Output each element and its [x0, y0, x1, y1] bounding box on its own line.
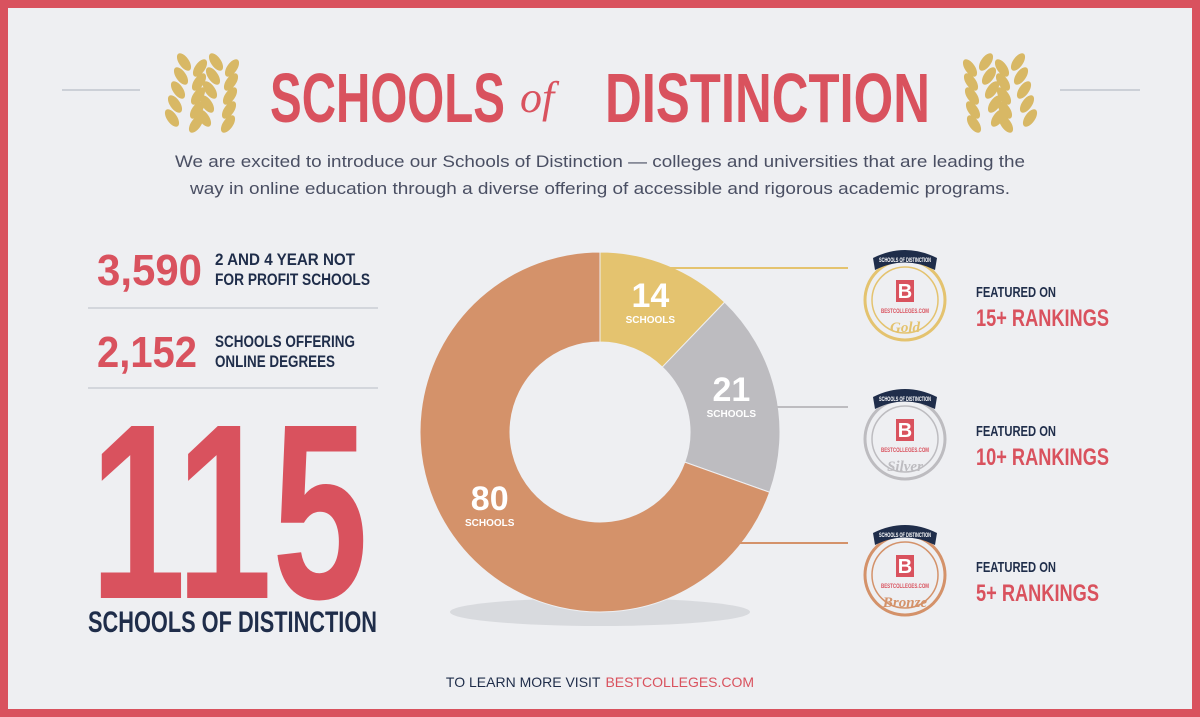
- badge-ribbon-text: SCHOOLS OF DISTINCTION: [879, 397, 931, 403]
- laurel-leaf: [963, 73, 979, 91]
- footer-text: TO LEARN MORE VISIT: [446, 674, 601, 690]
- laurel-leaf: [1010, 53, 1026, 71]
- donut-slice: [661, 301, 781, 493]
- laurel-leaf: [196, 109, 212, 127]
- rankings: 5+ RANKINGS: [976, 580, 1099, 607]
- laurel-leaf: [176, 53, 192, 71]
- rankings: 15+ RANKINGS: [976, 305, 1109, 332]
- laurel-leaf: [981, 67, 997, 85]
- laurel-leaf: [189, 101, 205, 119]
- donut-slice: [419, 251, 771, 613]
- laurel-leaf: [998, 115, 1014, 133]
- laurel-leaf: [987, 95, 1003, 113]
- laurel-leaf: [984, 81, 1000, 99]
- laurel-leaf: [995, 73, 1011, 91]
- featured-on: FEATURED ON: [976, 559, 1056, 576]
- title: SCHOOLS: [270, 59, 505, 137]
- laurel-leaf: [1016, 81, 1032, 99]
- badge-site: BESTCOLLEGES.COM: [881, 448, 929, 454]
- laurel-leaf: [1019, 95, 1035, 113]
- title: of: [520, 73, 560, 122]
- laurel-leaf: [191, 73, 207, 91]
- title: DISTINCTION: [605, 59, 930, 137]
- badge-letter-bg: [896, 280, 914, 302]
- laurel-leaf: [167, 95, 183, 113]
- slice-value: 14: [631, 277, 669, 315]
- rankings: 10+ RANKINGS: [976, 444, 1109, 471]
- badge-ribbon: [873, 525, 937, 545]
- laurel-leaf: [966, 115, 982, 133]
- badge-ribbon: [873, 389, 937, 409]
- total-label: SCHOOLS OF DISTINCTION: [88, 606, 377, 639]
- laurel-leaf: [202, 81, 218, 99]
- total-value: 115: [90, 372, 368, 651]
- badges: SCHOOLS OF DISTINCTION B BESTCOLLEGES.COM G…: [644, 250, 1109, 617]
- slice-value: 80: [471, 480, 509, 518]
- slice-unit: SCHOOLS: [707, 409, 757, 420]
- laurel-leaf: [965, 101, 981, 119]
- laurel-leaf: [199, 95, 215, 113]
- badge-letter: B: [898, 556, 912, 578]
- featured-on: FEATURED ON: [976, 423, 1056, 440]
- laurel-leaf: [190, 87, 206, 105]
- laurel-leaf: [208, 53, 224, 71]
- laurel-leaf: [164, 109, 180, 127]
- intro: way in online education through a divers…: [189, 179, 1010, 198]
- laurel-leaf: [994, 59, 1010, 77]
- footer: TO LEARN MORE VISIT BESTCOLLEGES.COM: [446, 674, 754, 690]
- stat-label: SCHOOLS OFFERING: [215, 332, 355, 351]
- footer-link[interactable]: BESTCOLLEGES.COM: [605, 674, 754, 690]
- laurels: [164, 53, 1038, 133]
- stat-value: 3,590: [97, 246, 202, 295]
- intro: We are excited to introduce our Schools …: [175, 152, 1025, 171]
- stat-label: FOR PROFIT SCHOOLS: [215, 270, 370, 289]
- laurel-leaf: [962, 59, 978, 77]
- badge-tier: Silver: [887, 459, 923, 475]
- stat-label: 2 AND 4 YEAR NOT: [215, 250, 356, 269]
- laurel-leaf: [220, 115, 236, 133]
- badge-ribbon-text: SCHOOLS OF DISTINCTION: [879, 258, 931, 264]
- slice-value: 21: [712, 371, 750, 409]
- slice-unit: SCHOOLS: [465, 518, 515, 529]
- stat-value: 2,152: [97, 328, 197, 377]
- laurel-leaf: [996, 87, 1012, 105]
- slice-unit: SCHOOLS: [626, 315, 676, 326]
- badge-letter-bg: [896, 419, 914, 441]
- laurel-leaf: [223, 73, 239, 91]
- laurel-leaf: [205, 67, 221, 85]
- badge-letter: B: [898, 281, 912, 303]
- laurel-leaf: [221, 101, 237, 119]
- badge-ribbon: [873, 250, 937, 270]
- badge-tier: Gold: [890, 320, 921, 336]
- laurel-leaf: [173, 67, 189, 85]
- laurel-leaf: [224, 59, 240, 77]
- badge-site: BESTCOLLEGES.COM: [881, 584, 929, 590]
- badge-site: BESTCOLLEGES.COM: [881, 309, 929, 315]
- badge-tier: Bronze: [882, 595, 928, 611]
- laurel-leaf: [997, 101, 1013, 119]
- badge-letter-bg: [896, 555, 914, 577]
- badge-letter: B: [898, 420, 912, 442]
- laurel-leaf: [222, 87, 238, 105]
- badge-ribbon-text: SCHOOLS OF DISTINCTION: [879, 533, 931, 539]
- laurel-leaf: [170, 81, 186, 99]
- laurel-leaf: [1013, 67, 1029, 85]
- stat-label: ONLINE DEGREES: [215, 352, 335, 371]
- laurel-leaf: [978, 53, 994, 71]
- laurel-leaf: [192, 59, 208, 77]
- featured-on: FEATURED ON: [976, 284, 1056, 301]
- laurel-leaf: [964, 87, 980, 105]
- laurel-leaf: [1022, 109, 1038, 127]
